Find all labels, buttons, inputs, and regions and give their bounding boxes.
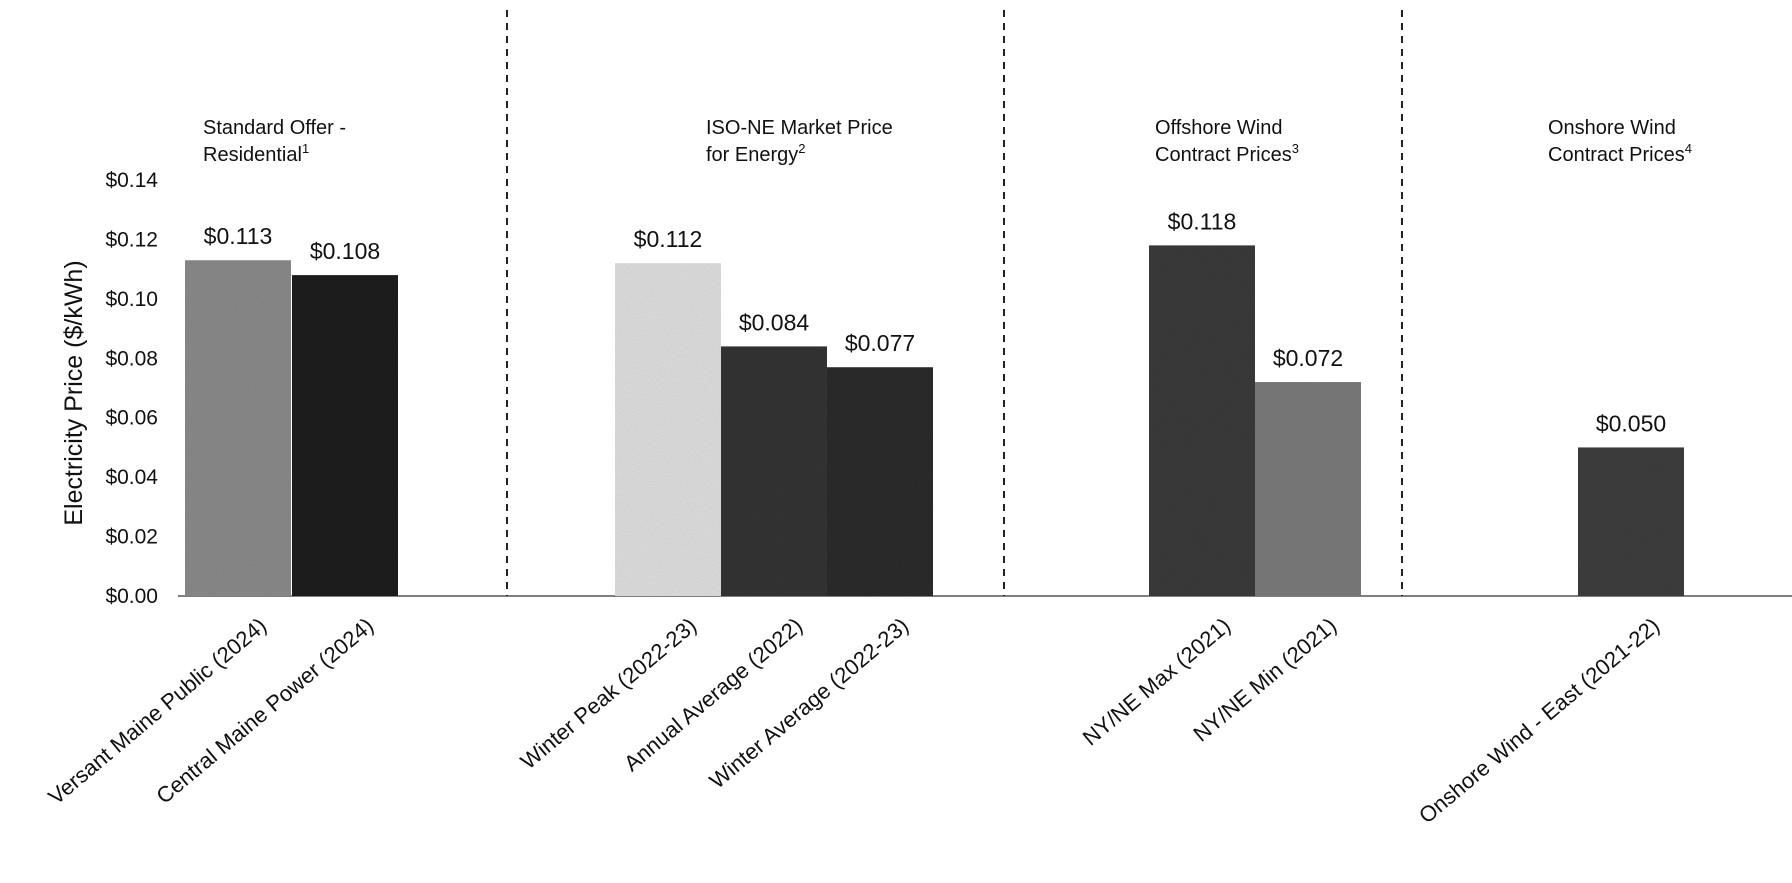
y-tick-label: $0.12 [105,228,158,251]
bar [1149,245,1255,596]
group-title-text: Onshore Wind [1548,117,1676,139]
group-title-text: Standard Offer - [203,117,346,139]
footnote-marker: 2 [798,141,805,156]
y-tick-label: $0.08 [105,347,158,370]
category-label: Winter Average (2022-23) [704,613,913,794]
bar-value-label: $0.118 [1168,208,1237,234]
footnote-marker: 1 [302,141,309,156]
y-axis-title: Electricity Price ($/kWh) [60,260,88,525]
group-dividers [506,10,1403,596]
bar [1255,382,1361,596]
y-tick-label: $0.04 [105,466,158,489]
category-label: Onshore Wind - East (2021-22) [1414,613,1664,829]
group-title-text: Offshore Wind [1155,117,1282,139]
group-title-line: Standard Offer - [203,117,346,139]
group-title-line: Offshore Wind [1155,117,1282,139]
category-label: Winter Peak (2022-23) [516,613,702,774]
category-label: Annual Average (2022) [619,613,807,777]
group-title-text: for Energy [706,144,798,166]
bar-value-label: $0.077 [845,330,915,356]
bar-value-label: $0.084 [739,309,810,335]
group-title-text: ISO-NE Market Price [706,117,893,139]
group-title-line: Contract Prices3 [1155,141,1299,166]
category-labels: Versant Maine Public (2024)Central Maine… [43,613,1664,829]
y-tick-label: $0.06 [105,407,158,430]
category-label: Versant Maine Public (2024) [43,613,271,810]
bar [185,260,291,596]
bar-value-label: $0.050 [1596,410,1666,436]
group-title-text: Contract Prices [1548,144,1685,166]
group-title-line: Contract Prices4 [1548,141,1692,166]
y-tick-label: $0.02 [105,526,158,549]
bar-value-label: $0.108 [310,238,380,264]
bar [827,367,933,596]
group-title-line: Onshore Wind [1548,117,1676,139]
group-title-text: Residential [203,144,302,166]
group-title-line: for Energy2 [706,141,806,166]
data-labels: $0.113 $0.108 $0.112 $0.084 $0.077 $0.118 $0.0… [204,208,1667,436]
bar [1578,447,1684,596]
bar-value-label: $0.112 [634,226,703,252]
bar [615,263,721,596]
y-tick-label: $0.00 [105,585,158,608]
bar [292,275,398,596]
group-title-line: ISO-NE Market Price [706,117,893,139]
bars [185,245,1684,596]
category-label: Central Maine Power (2024) [151,613,378,809]
group-title-line: Residential1 [203,141,309,166]
footnote-marker: 4 [1685,141,1692,156]
bar [721,346,827,596]
y-tick-label: $0.14 [105,169,158,192]
bar-value-label: $0.072 [1273,345,1343,371]
y-axis: $0.00 $0.02 $0.04 $0.06 $0.08 $0.10 $0.12 $0.14 [105,169,158,608]
bar-value-label: $0.113 [204,223,273,249]
footnote-marker: 3 [1292,141,1299,156]
y-tick-label: $0.10 [105,288,158,311]
group-title-text: Contract Prices [1155,144,1292,166]
